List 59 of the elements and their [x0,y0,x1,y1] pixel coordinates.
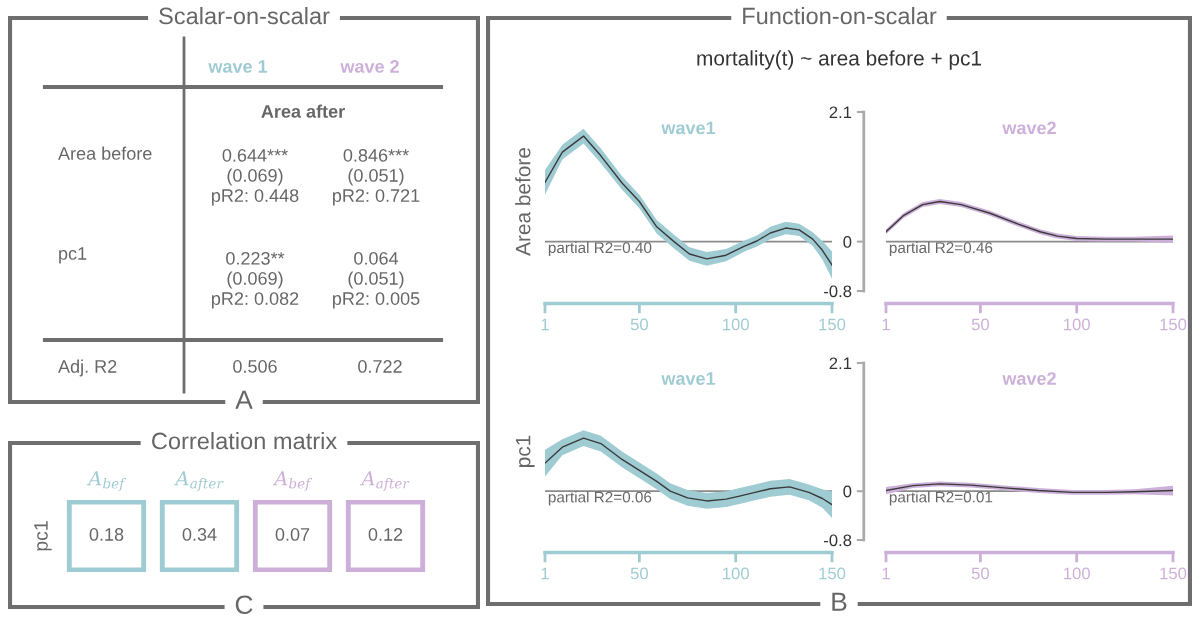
text: Area after [261,104,345,118]
text: 0.506 [233,360,277,373]
x-tick-label: 50 [630,567,648,580]
text: pc1 [59,247,87,264]
x-tick-label: 100 [723,318,749,331]
x-tick-label: A$_{bef}$ [272,471,313,492]
text: C [235,595,253,615]
chart-title: wave2 [1002,121,1056,135]
text: Area before [58,146,152,160]
data-label: 0.18 [89,528,124,541]
text: 0.722 [358,360,402,373]
x-tick-label: A$_{after}$ [360,471,410,492]
y-axis-title: Area before [515,147,531,256]
text: Scalar-on-scalar [159,7,330,25]
data-label: 0.34 [182,528,217,541]
annotation: partial R2=0.46 [889,241,993,257]
x-tick-label: 1 [541,567,549,580]
x-tick-label: A$_{after}$ [174,471,224,492]
text: mortality(t) ~ area before + pc1 [697,50,981,70]
text: 0.644*** (0.069) pR2: 0.448 [212,148,299,206]
text: Adj. R2 [58,359,117,377]
x-tick-label: 1 [541,318,549,331]
y-axis-title: pc1 [34,521,52,551]
x-tick-label: 100 [723,567,749,580]
x-tick-label: 150 [819,567,846,580]
chart-title: wave1 [661,372,716,385]
y-tick-label: 0 [843,236,852,248]
text: wave 1 [208,60,268,73]
text: wave 2 [340,60,399,73]
chart-title: wave2 [1002,372,1056,385]
x-tick-label: 1 [882,567,890,580]
y-tick-label: 0 [843,485,852,498]
y-tick-label: 2.1 [829,357,852,370]
annotation: partial R2=0.40 [548,241,652,257]
data-label: 0.07 [275,528,310,541]
y-tick-label: 2.1 [829,106,852,119]
annotation: partial R2=0.06 [548,491,652,506]
text: A [235,390,253,409]
y-tick-label: -0.8 [824,534,852,547]
y-tick-label: -0.8 [824,285,852,298]
x-tick-label: 150 [1160,567,1187,580]
text: 0.223** (0.069) pR2: 0.082 [212,251,299,309]
text: 0.064 (0.051) pR2: 0.005 [333,251,420,309]
x-tick-label: 150 [1160,318,1187,331]
text: B [832,592,847,611]
chart-title: wave1 [661,121,716,135]
text: 0.846*** (0.051) pR2: 0.721 [333,148,420,206]
x-tick-label: 50 [971,567,989,580]
x-tick-label: 150 [819,318,846,331]
data-label: 0.12 [368,528,403,541]
x-tick-label: 100 [1064,318,1090,331]
annotation: partial R2=0.01 [889,491,993,506]
x-tick-label: A$_{bef}$ [86,471,127,492]
x-tick-label: 1 [882,318,890,331]
x-tick-label: 50 [630,318,648,331]
text: Function-on-scalar [743,7,937,25]
chart-title: Correlation matrix [152,431,337,450]
x-tick-label: 50 [971,318,989,331]
x-tick-label: 100 [1064,567,1090,580]
